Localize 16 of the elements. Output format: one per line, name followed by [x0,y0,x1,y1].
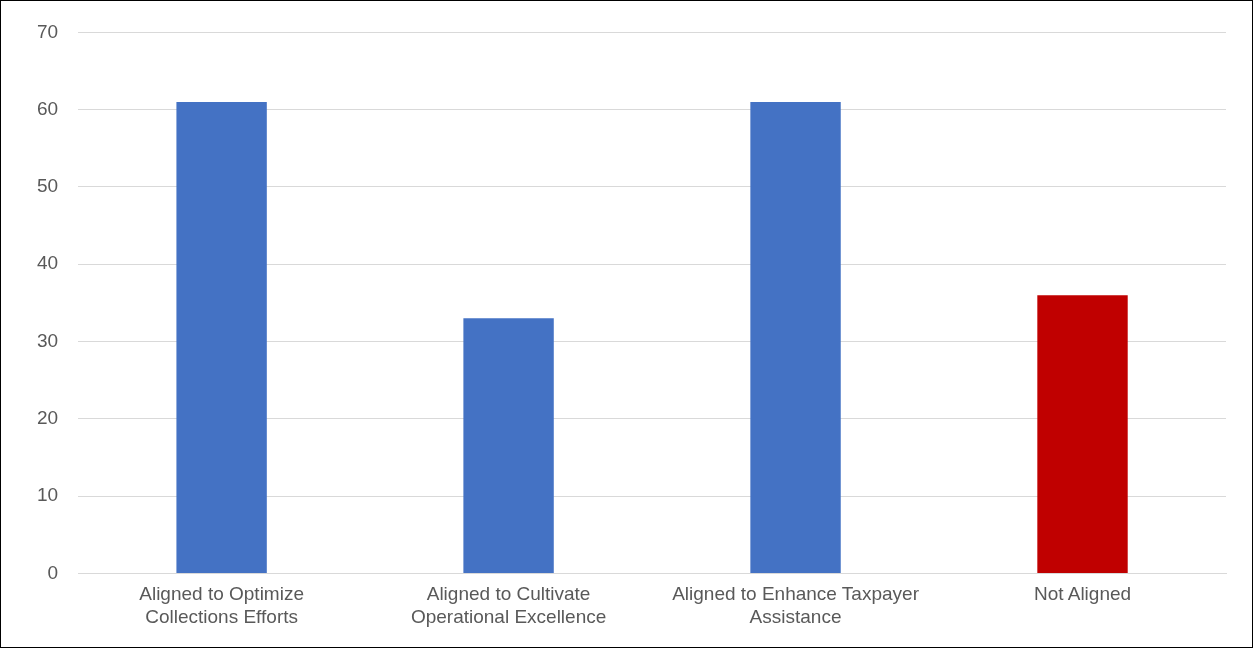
y-tick-label: 20 [36,407,59,429]
y-tick-label: 60 [36,97,59,119]
y-tick-label: 40 [36,252,59,274]
bar [463,318,554,573]
x-tick-label: Aligned to Cultivate Operational Excellence [410,583,607,627]
y-tick-label: 10 [36,484,59,506]
bar [176,101,267,573]
y-tick-label: 0 [47,561,59,583]
bar [1037,295,1128,573]
y-tick-label: 30 [36,329,59,351]
bar [750,101,841,573]
x-tick-label: Not Aligned [1033,583,1132,605]
x-tick-label: Aligned to Optimize Collections Efforts [139,583,304,627]
y-tick-label: 50 [36,175,59,197]
y-tick-label: 70 [36,20,59,42]
x-tick-label: Aligned to Enhance Taxpayer Assistance [672,583,920,627]
